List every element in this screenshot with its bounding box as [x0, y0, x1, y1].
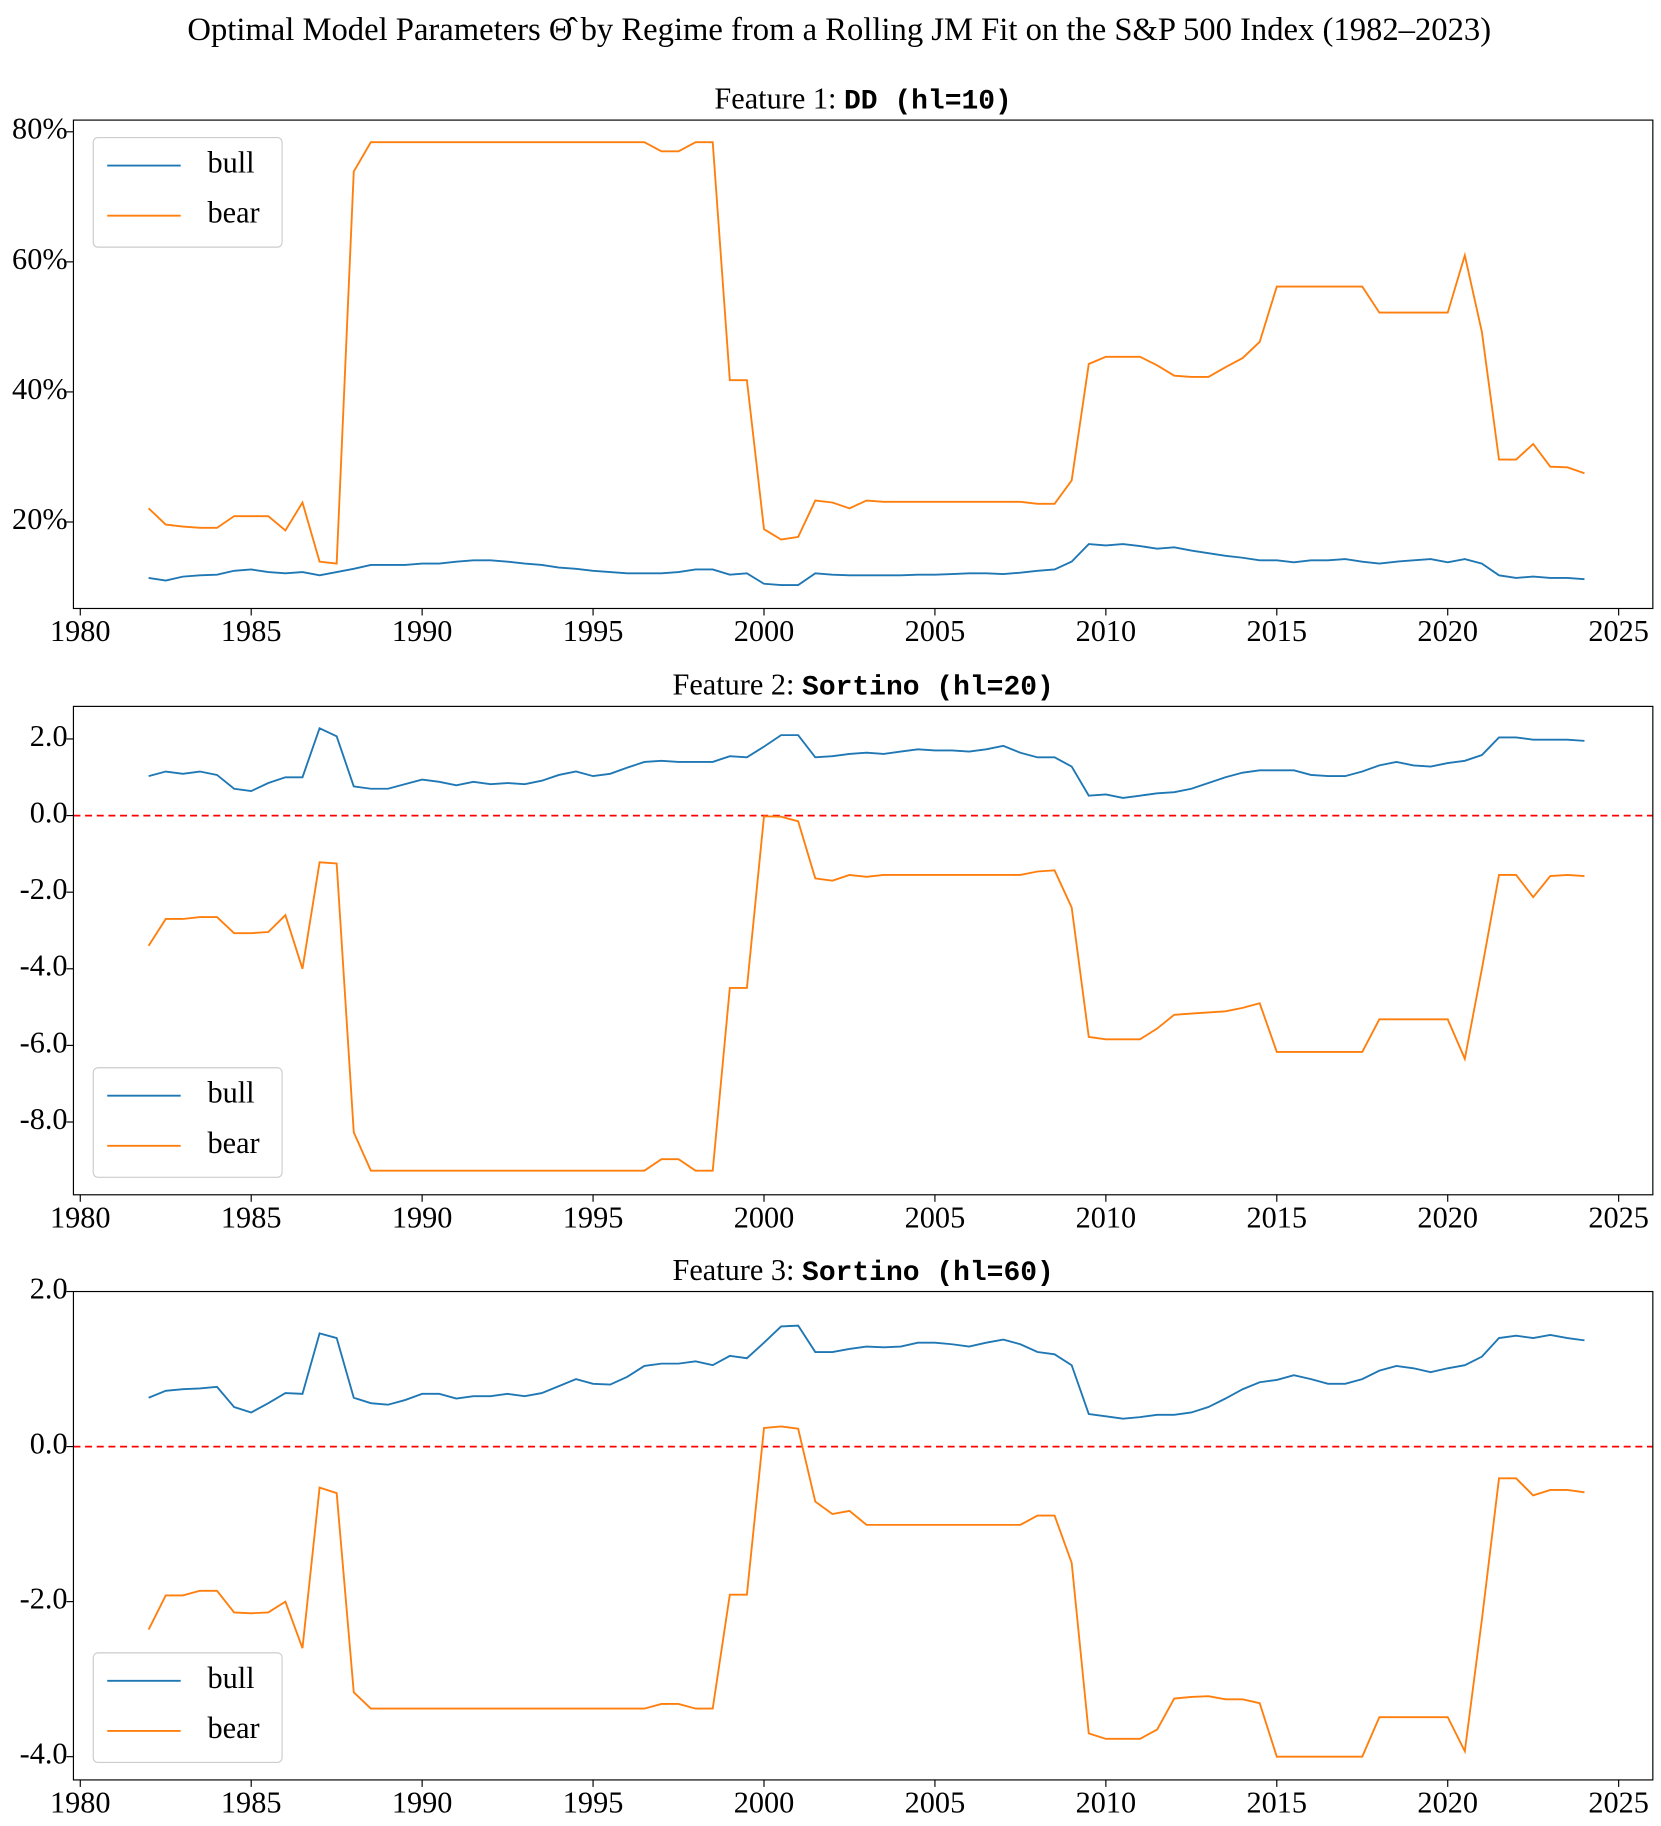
y-tick-label: 40% [12, 372, 68, 406]
series-line [148, 543, 1585, 586]
x-tick-label: 2025 [1588, 614, 1649, 648]
x-tick-label: 1980 [50, 1200, 111, 1234]
x-tick-label: 2005 [905, 1200, 966, 1234]
x-tick-label: 2020 [1417, 1200, 1478, 1234]
subplot-title-text: Feature 2: [672, 668, 802, 702]
y-tick-label: -4.0 [20, 949, 68, 983]
subplot-title: Feature 1: DD (hl=10) [714, 81, 1011, 117]
subplot-title: Feature 2: Sortino (hl=20) [672, 668, 1053, 704]
plot-frame [72, 1290, 1654, 1781]
x-tick-label: 2010 [1076, 1786, 1137, 1820]
plot-frame [72, 705, 1654, 1196]
y-tick-label: 0.0 [30, 1427, 68, 1461]
y-tick-label: 80% [12, 112, 68, 146]
x-tick-label: 1990 [392, 1200, 453, 1234]
subplot-title: Feature 3: Sortino (hl=60) [672, 1253, 1053, 1289]
subplot-title-code: Sortino (hl=20) [802, 673, 1054, 704]
x-tick-label: 2000 [734, 1200, 795, 1234]
series-line [147, 141, 1585, 565]
x-tick-label: 2020 [1417, 614, 1478, 648]
y-tick-label: -8.0 [20, 1102, 68, 1136]
figure-title: Optimal Model Parameters Θ̂ by Regime fr… [187, 12, 1491, 48]
x-tick-label: 1980 [50, 614, 111, 648]
x-tick-label: 2000 [734, 614, 795, 648]
legend-label: bull [207, 1076, 254, 1110]
series-line [147, 1425, 1585, 1758]
x-tick-label: 2025 [1588, 1786, 1649, 1820]
y-tick-label: 60% [12, 242, 68, 276]
y-tick-label: 2.0 [30, 719, 68, 753]
y-tick-label: 20% [12, 502, 68, 536]
x-tick-label: 1980 [50, 1786, 111, 1820]
x-tick-label: 1995 [563, 614, 624, 648]
x-tick-label: 1995 [563, 1786, 624, 1820]
y-tick-label: 2.0 [30, 1271, 68, 1305]
legend-label: bear [207, 1126, 259, 1160]
x-tick-label: 1990 [392, 1786, 453, 1820]
subplot-title-text: Feature 3: [672, 1253, 802, 1287]
series-line [148, 1324, 1585, 1420]
x-tick-label: 2015 [1246, 1200, 1307, 1234]
x-tick-label: 2000 [734, 1786, 795, 1820]
x-tick-label: 2015 [1246, 614, 1307, 648]
subplot-title-code: DD (hl=10) [844, 87, 1012, 118]
x-tick-label: 2010 [1076, 614, 1137, 648]
y-tick-label: -2.0 [20, 872, 68, 906]
series-line [147, 815, 1585, 1172]
y-tick-label: -4.0 [20, 1737, 68, 1771]
x-tick-label: 1985 [221, 1200, 282, 1234]
y-tick-label: 0.0 [30, 796, 68, 830]
plot-frame [72, 119, 1654, 610]
x-tick-label: 2020 [1417, 1786, 1478, 1820]
x-tick-label: 2015 [1246, 1786, 1307, 1820]
y-tick-label: -6.0 [20, 1025, 68, 1059]
x-tick-label: 2010 [1076, 1200, 1137, 1234]
x-tick-label: 1990 [392, 614, 453, 648]
x-tick-label: 2005 [905, 1786, 966, 1820]
x-tick-label: 1985 [221, 614, 282, 648]
legend-label: bear [207, 1711, 259, 1745]
series-line [148, 726, 1585, 799]
subplot-title-code: Sortino (hl=60) [802, 1258, 1054, 1289]
legend-label: bull [207, 146, 254, 180]
legend-label: bear [207, 196, 259, 230]
x-tick-label: 2025 [1588, 1200, 1649, 1234]
x-tick-label: 1985 [221, 1786, 282, 1820]
legend-label: bull [207, 1661, 254, 1695]
x-tick-label: 1995 [563, 1200, 624, 1234]
subplot-title-text: Feature 1: [714, 81, 844, 115]
y-tick-label: -2.0 [20, 1582, 68, 1616]
x-tick-label: 2005 [905, 614, 966, 648]
